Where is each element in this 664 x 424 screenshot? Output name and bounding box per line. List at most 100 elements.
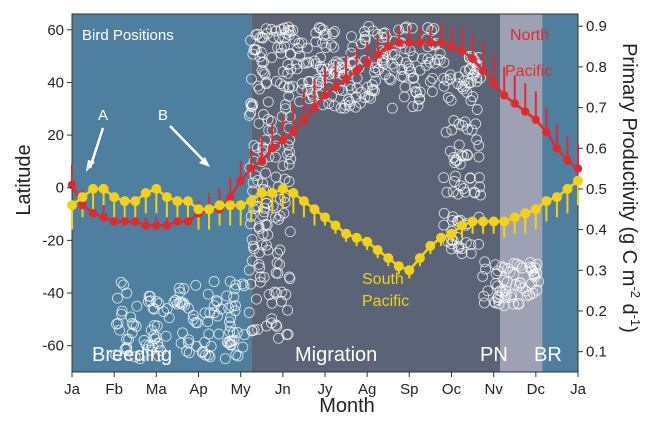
series-point-1 <box>88 183 99 194</box>
series-point-0 <box>341 74 351 84</box>
bird-point <box>407 101 419 113</box>
bird-point <box>131 300 143 312</box>
y-right-tick-label: 0.6 <box>586 140 607 157</box>
bird-point <box>205 340 217 352</box>
bird-point <box>270 171 282 183</box>
bird-point <box>224 275 236 287</box>
bird-point <box>408 50 419 62</box>
bird-point <box>458 183 470 194</box>
bird-point <box>438 80 450 92</box>
bird-point <box>524 257 536 269</box>
bird-point <box>369 62 381 74</box>
bird-point <box>212 310 223 322</box>
x-tick-label: Ap <box>189 381 207 398</box>
series-point-0 <box>563 156 572 165</box>
bird-point <box>366 85 378 97</box>
bird-point <box>258 56 269 68</box>
y-axis-title-left: Latitude <box>13 144 35 215</box>
bird-point <box>438 56 450 68</box>
bird-point <box>447 214 458 226</box>
bird-point <box>465 247 477 259</box>
bird-point <box>454 158 466 170</box>
bird-point <box>335 102 347 114</box>
y-left-tick-label: 0 <box>56 180 64 197</box>
bird-point <box>473 172 485 184</box>
bird-point <box>492 292 504 304</box>
series-point-0 <box>225 192 235 202</box>
series-point-1 <box>351 232 362 243</box>
bird-point <box>429 57 441 69</box>
bird-point <box>278 40 290 52</box>
bird-point <box>223 302 235 314</box>
bird-point <box>496 261 508 273</box>
series-point-1 <box>457 220 467 231</box>
bird-point <box>266 297 278 309</box>
bird-point <box>231 326 243 338</box>
bird-point <box>359 26 371 37</box>
x-tick-label: Jy <box>318 381 334 398</box>
bird-point <box>153 298 165 310</box>
phase-label-breeding: Breeding <box>92 344 172 366</box>
bird-point <box>263 124 275 136</box>
bird-point <box>118 279 130 291</box>
series-point-0 <box>405 38 414 47</box>
annotation-b: B <box>158 107 168 124</box>
bird-point <box>309 55 320 67</box>
bird-point <box>282 67 294 79</box>
series-point-0 <box>131 217 140 226</box>
annotation-a-arrowhead <box>86 160 95 172</box>
series-point-0 <box>457 46 467 55</box>
bird-point <box>465 95 477 106</box>
x-tick-label: Ja <box>64 381 81 398</box>
bird-point <box>422 22 434 34</box>
y-right-tick-label: 0.7 <box>586 100 607 117</box>
y-left-tick-label: -40 <box>42 285 64 302</box>
bird-point <box>247 240 259 252</box>
bird-point <box>163 312 175 324</box>
series-point-1 <box>67 200 77 211</box>
bird-point <box>215 303 227 315</box>
series-point-1 <box>309 204 320 215</box>
bird-point <box>459 80 471 92</box>
bird-point <box>471 134 483 146</box>
series-point-1 <box>204 204 214 215</box>
x-tick-label: Sp <box>400 381 418 398</box>
series-label-south-line2: Pacific <box>362 293 409 310</box>
series-point-1 <box>436 232 446 243</box>
bird-point <box>473 140 485 151</box>
bird-point <box>359 34 371 46</box>
bird-point <box>270 267 282 279</box>
phase-label-pn: PN <box>480 344 508 366</box>
bird-point <box>200 349 211 361</box>
phase-label-migration: Migration <box>295 344 377 366</box>
series-point-1 <box>372 245 383 255</box>
y-right-tick-label: 0.8 <box>586 59 607 76</box>
bird-point <box>405 66 416 78</box>
y-right-tick-label: 0.5 <box>586 181 607 198</box>
x-tick-label: Dc <box>527 381 546 398</box>
bird-point <box>342 94 354 105</box>
series-point-0 <box>352 66 361 76</box>
bird-point <box>431 54 443 66</box>
bird-point <box>134 353 146 365</box>
bird-point <box>505 291 517 303</box>
series-point-0 <box>289 127 298 137</box>
series-point-1 <box>288 188 299 198</box>
bird-point <box>249 169 261 181</box>
bird-point <box>260 134 272 146</box>
bird-point <box>253 117 265 129</box>
series-point-0 <box>183 217 193 226</box>
bird-point <box>501 276 513 288</box>
bird-point <box>463 77 475 89</box>
bird-point <box>213 328 225 340</box>
bird-point <box>204 351 216 363</box>
bird-point <box>224 320 236 332</box>
series-point-1 <box>320 212 330 223</box>
bird-point <box>310 58 322 70</box>
bird-point <box>181 345 193 357</box>
bird-point <box>400 21 412 33</box>
bird-point <box>444 145 456 157</box>
series-point-0 <box>478 66 488 76</box>
bird-point <box>150 331 162 343</box>
phase-bg-3 <box>542 14 578 372</box>
